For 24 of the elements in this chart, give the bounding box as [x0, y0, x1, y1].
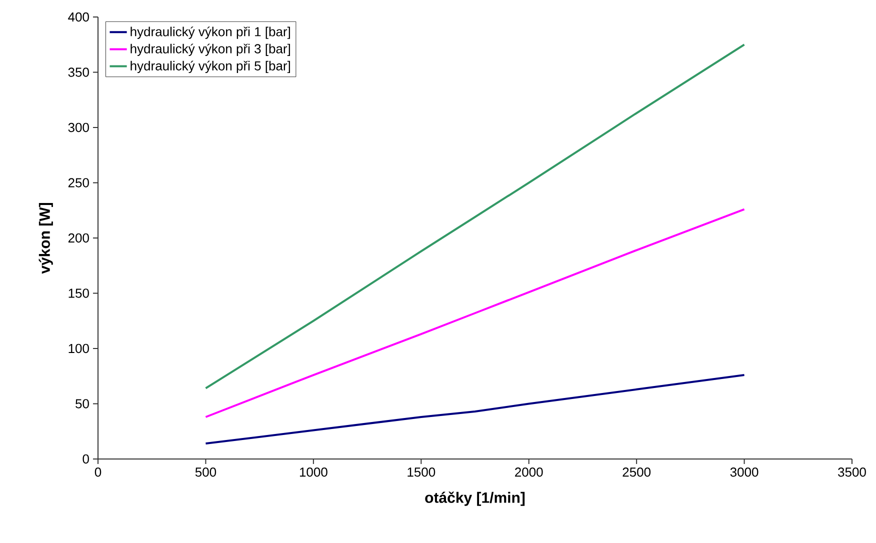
x-tick-label: 1500: [408, 468, 436, 477]
y-tick-label: 350: [68, 68, 89, 77]
x-tick-label: 0: [94, 468, 102, 477]
y-tick-label: 200: [68, 233, 89, 243]
line-series: [204, 374, 746, 445]
y-tick-label: 100: [68, 344, 89, 354]
legend-label: hydraulický výkon při 3 [bar]: [130, 44, 290, 56]
y-tick-label: 400: [68, 12, 89, 22]
x-tick-label: 2500: [622, 468, 651, 477]
y-tick-label: 300: [68, 122, 89, 132]
legend-label: hydraulický výkon při 5 [bar]: [130, 60, 290, 74]
x-tick-label: 3500: [838, 468, 866, 477]
y-tick-label: 50: [76, 399, 89, 408]
y-tick-label: 150: [68, 288, 89, 298]
x-axis-title: otáčky [1/min]: [425, 492, 525, 506]
y-tick-label: 0: [82, 454, 89, 464]
x-tick-label: 2000: [515, 468, 543, 477]
y-tick-label: 250: [68, 178, 89, 188]
x-tick-label: 3000: [730, 468, 758, 477]
x-tick-label: 500: [195, 468, 216, 477]
y-axis-title: výkon [W]: [38, 203, 53, 274]
x-tick-label: 1000: [300, 468, 328, 477]
legend-label: hydraulický výkon při 1 [bar]: [130, 26, 290, 39]
line-series: [204, 208, 746, 418]
